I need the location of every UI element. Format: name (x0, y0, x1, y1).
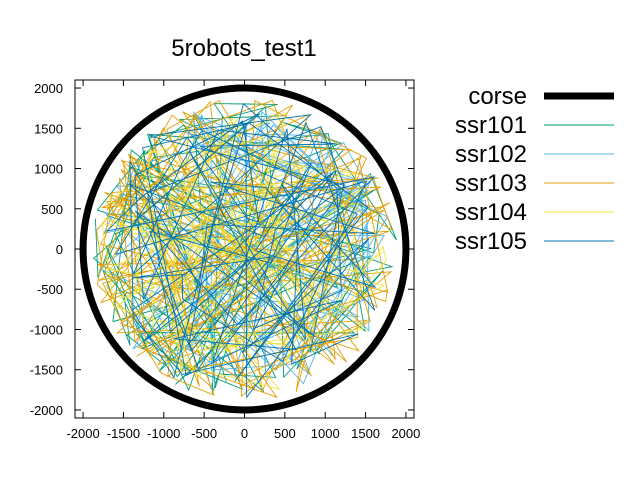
y-tick-label: 1500 (34, 121, 63, 136)
legend-label-corse: corse (468, 83, 527, 110)
x-tick-label: -2000 (66, 426, 99, 441)
legend-label-ssr101: ssr101 (455, 112, 527, 139)
axes: -2000 -1500 -1000 -500 0 500 1000 1500 2000 -2000… (30, 80, 420, 441)
x-tick-label: 0 (241, 426, 248, 441)
plot-area (79, 84, 410, 414)
x-tick-label: 2000 (391, 426, 420, 441)
x-tick-label: -1000 (147, 426, 180, 441)
y-tick-label: 2000 (34, 81, 63, 96)
x-tick-label: -1500 (107, 426, 140, 441)
y-tick-label: -500 (37, 282, 63, 297)
y-tick-label: 500 (41, 202, 63, 217)
y-tick-label: -1000 (30, 322, 63, 337)
y-tick-label: 0 (56, 242, 63, 257)
legend-label-ssr103: ssr103 (455, 170, 527, 197)
x-tick-label: 1500 (351, 426, 380, 441)
x-tick-label: 1000 (311, 426, 340, 441)
legend-label-ssr102: ssr102 (455, 141, 527, 168)
series-ssr105-path (105, 102, 377, 399)
chart-title: 5robots_test1 (171, 35, 316, 62)
x-tick-label: 500 (274, 426, 296, 441)
y-tick-label: -2000 (30, 403, 63, 418)
legend-label-ssr104: ssr104 (455, 199, 527, 226)
series-corse-circle (79, 84, 410, 414)
legend-label-ssr105: ssr105 (455, 228, 527, 255)
y-tick-label: -1500 (30, 363, 63, 378)
y-tick-label: 1000 (34, 162, 63, 177)
x-tick-label: -500 (191, 426, 217, 441)
